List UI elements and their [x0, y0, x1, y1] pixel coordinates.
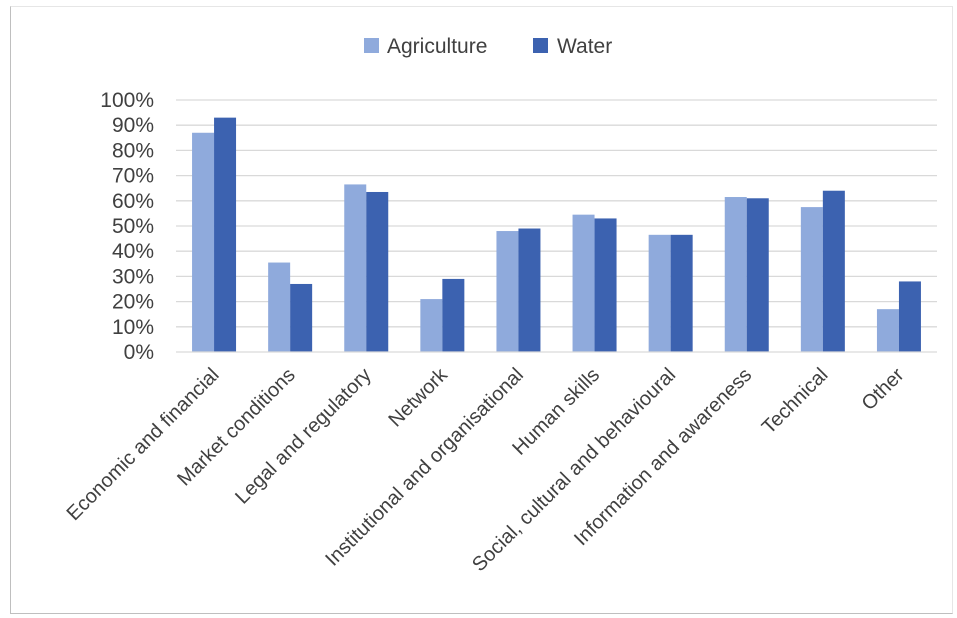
y-tick-label: 50%	[112, 215, 154, 238]
y-tick-label: 60%	[112, 190, 154, 213]
y-tick-label: 30%	[112, 265, 154, 288]
bar-agriculture-6	[648, 234, 671, 352]
bar-agriculture-0	[192, 132, 215, 352]
y-axis-ticks: 0%10%20% 30%40%50%60%70% 80%90%100%	[100, 89, 154, 364]
bar-water-8	[822, 190, 845, 352]
category-label: Network	[384, 363, 452, 431]
bar-agriculture-1	[268, 262, 291, 352]
bar-agriculture-7	[724, 197, 747, 352]
bar-water-9	[898, 281, 921, 352]
bar-agriculture-5	[572, 214, 595, 352]
bar-agriculture-4	[496, 231, 519, 352]
legend-label-agriculture: Agriculture	[387, 35, 487, 58]
y-tick-label: 80%	[112, 139, 154, 162]
bar-agriculture-2	[344, 184, 367, 352]
category-label: Technical	[758, 364, 833, 439]
category-label: Legal and regulatory	[231, 364, 376, 509]
bar-water-1	[290, 283, 313, 352]
y-tick-label: 20%	[112, 291, 154, 314]
bar-agriculture-9	[876, 309, 899, 352]
y-tick-label: 40%	[112, 240, 154, 263]
bar-water-2	[366, 191, 389, 352]
bar-water-4	[518, 228, 541, 352]
y-tick-label: 90%	[112, 114, 154, 137]
y-tick-label: 70%	[112, 165, 154, 188]
bar-water-6	[670, 234, 693, 352]
bar-water-3	[442, 278, 465, 352]
legend-swatch-water	[533, 38, 548, 53]
bar-water-7	[746, 198, 769, 352]
legend: Agriculture Water	[364, 35, 612, 58]
bar-water-0	[214, 117, 237, 352]
legend-label-water: Water	[557, 35, 612, 58]
y-tick-label: 0%	[124, 341, 154, 364]
bars	[192, 117, 921, 352]
y-tick-label: 10%	[112, 316, 154, 339]
bar-water-5	[594, 218, 617, 352]
category-label: Economic and financial	[63, 364, 224, 525]
category-label: Other	[858, 364, 909, 415]
legend-swatch-agriculture	[364, 38, 379, 53]
y-tick-label: 100%	[100, 89, 154, 112]
bar-agriculture-3	[420, 299, 443, 352]
bar-agriculture-8	[800, 207, 823, 352]
chart-frame	[10, 6, 953, 614]
